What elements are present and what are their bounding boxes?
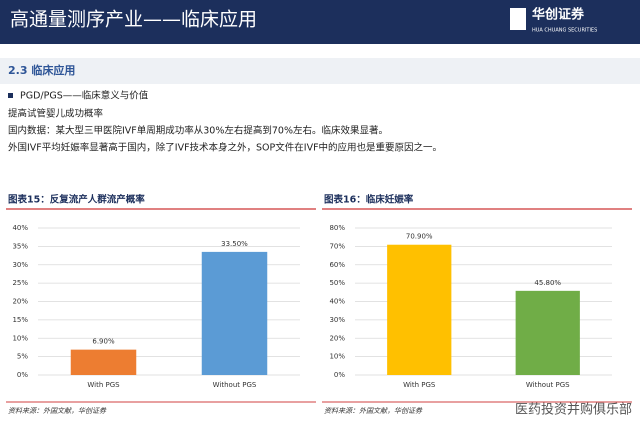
body-line: 提高试管婴儿成功概率 [8, 108, 104, 120]
y-tick-label: 25% [12, 279, 28, 287]
x-tick-label: With PGS [403, 381, 436, 389]
value-label: 45.80% [534, 279, 561, 287]
header-title: 高通量测序产业——临床应用 [10, 9, 257, 31]
bullet-text: PGD/PGS——临床意义与价值 [20, 90, 149, 102]
body-line: 国内数据：某大型三甲医院IVF单周期成功率从30%左右提高到70%左右。临床效果… [8, 125, 388, 137]
header-band [0, 0, 640, 44]
chart-title: 图表16：临床妊娠率 [324, 194, 414, 206]
value-label: 6.90% [92, 338, 115, 346]
chart-title: 图表15：反复流产人群流产概率 [8, 194, 145, 206]
y-tick-label: 80% [329, 224, 345, 232]
y-tick-label: 0% [334, 371, 345, 379]
bar [387, 244, 452, 375]
y-tick-label: 40% [12, 224, 28, 232]
y-tick-label: 15% [12, 316, 28, 324]
chart-source: 资料来源：外国文献，华创证券 [324, 407, 423, 415]
y-tick-label: 20% [12, 298, 28, 306]
logo-icon [510, 8, 526, 30]
logo-text: 华创证券 [532, 7, 585, 23]
bullet-square [8, 93, 13, 98]
section-title: 2.3 临床应用 [8, 63, 75, 77]
y-tick-label: 70% [329, 242, 345, 250]
body-line: 外国IVF平均妊娠率显著高于国内，除了IVF技术本身之外，SOP文件在IVF中的… [8, 142, 442, 154]
y-tick-label: 60% [329, 261, 345, 269]
x-tick-label: With PGS [87, 381, 120, 389]
y-tick-label: 20% [329, 334, 345, 342]
bar [515, 290, 580, 375]
bar [70, 349, 137, 375]
y-tick-label: 35% [12, 242, 28, 250]
y-tick-label: 10% [12, 334, 28, 342]
y-tick-label: 30% [12, 261, 28, 269]
y-tick-label: 5% [17, 353, 28, 361]
y-tick-label: 0% [17, 371, 28, 379]
x-tick-label: Without PGS [213, 381, 257, 389]
logo-sub: HUA CHUANG SECURITIES [532, 28, 597, 34]
section-band [0, 58, 640, 84]
bar [201, 251, 268, 375]
value-label: 33.50% [221, 240, 248, 248]
x-tick-label: Without PGS [526, 381, 570, 389]
y-tick-label: 40% [329, 298, 345, 306]
value-label: 70.90% [406, 233, 433, 241]
y-tick-label: 50% [329, 279, 345, 287]
watermark: 医药投资并购俱乐部 [515, 402, 632, 418]
y-tick-label: 10% [329, 353, 345, 361]
chart-source: 资料来源：外国文献，华创证券 [8, 407, 107, 415]
y-tick-label: 30% [329, 316, 345, 324]
